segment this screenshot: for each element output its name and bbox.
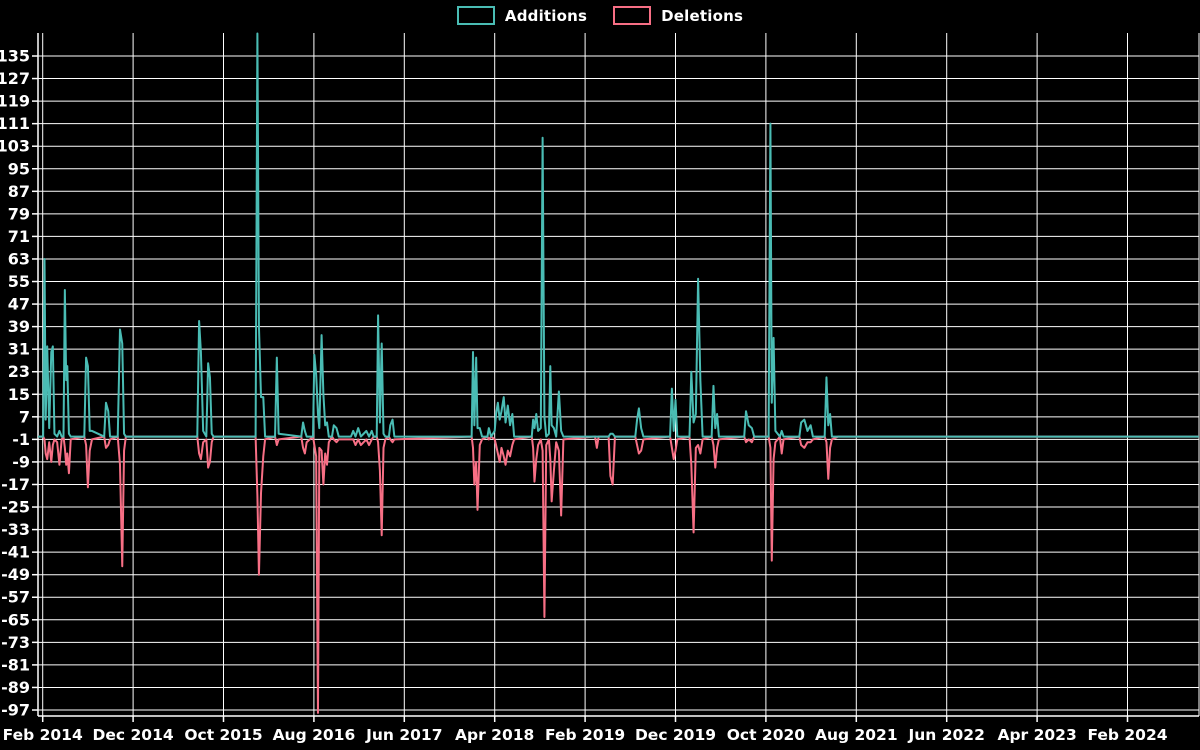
y-tick-label: -25 [1, 498, 30, 517]
y-tick-label: 55 [8, 272, 30, 291]
x-tick-label: Feb 2014 [3, 726, 83, 744]
x-tick-label: Dec 2014 [93, 726, 174, 744]
y-tick-label: 135 [0, 47, 30, 66]
y-tick-label: 111 [0, 114, 30, 133]
x-tick-label: Dec 2019 [635, 726, 716, 744]
y-tick-label: 119 [0, 92, 30, 111]
y-tick-label: -49 [1, 565, 30, 584]
y-tick-label: -33 [1, 520, 30, 539]
additions-line [37, 32, 1199, 438]
x-tick-label: Jun 2017 [365, 726, 442, 744]
deletions-swatch-icon [613, 6, 652, 25]
x-tick-label: Aug 2021 [815, 726, 898, 744]
y-tick-label: -89 [1, 678, 30, 697]
x-tick-label: Oct 2015 [184, 726, 262, 744]
y-tick-label: -97 [1, 701, 30, 720]
legend-item-additions: Additions [456, 6, 588, 25]
x-tick-label: Oct 2020 [727, 726, 806, 744]
x-tick-label: Jun 2022 [908, 726, 985, 744]
y-tick-label: 31 [8, 340, 30, 359]
y-tick-label: 23 [8, 362, 30, 381]
y-tick-label: 95 [8, 159, 30, 178]
x-tick-label: Apr 2018 [455, 726, 534, 744]
y-tick-label: 39 [8, 317, 30, 336]
x-tick-label: Feb 2024 [1087, 726, 1167, 744]
x-tick-label: Feb 2019 [545, 726, 625, 744]
additions-swatch-icon [456, 6, 495, 25]
legend-label-additions: Additions [504, 6, 588, 25]
y-tick-label: 63 [8, 249, 30, 268]
y-tick-label: -1 [12, 430, 30, 449]
legend-item-deletions: Deletions [613, 6, 743, 25]
y-tick-label: 79 [8, 204, 30, 223]
y-tick-label: 71 [8, 227, 30, 246]
y-tick-label: -17 [1, 475, 30, 494]
y-tick-label: -41 [1, 543, 30, 562]
chart-legend: Additions Deletions [0, 6, 1200, 25]
y-tick-label: -57 [1, 588, 30, 607]
y-tick-label: -81 [1, 655, 30, 674]
y-tick-label: -73 [1, 633, 30, 652]
y-tick-label: 15 [8, 385, 30, 404]
y-tick-label: -9 [12, 452, 30, 471]
y-tick-label: 87 [8, 182, 30, 201]
x-tick-label: Aug 2016 [273, 726, 356, 744]
y-tick-label: 127 [0, 69, 30, 88]
x-tick-label: Apr 2023 [997, 726, 1076, 744]
y-tick-label: 47 [8, 295, 30, 314]
legend-label-deletions: Deletions [661, 6, 744, 25]
y-tick-label: -65 [1, 610, 30, 629]
y-tick-label: 103 [0, 137, 30, 156]
y-tick-label: 7 [19, 407, 30, 426]
